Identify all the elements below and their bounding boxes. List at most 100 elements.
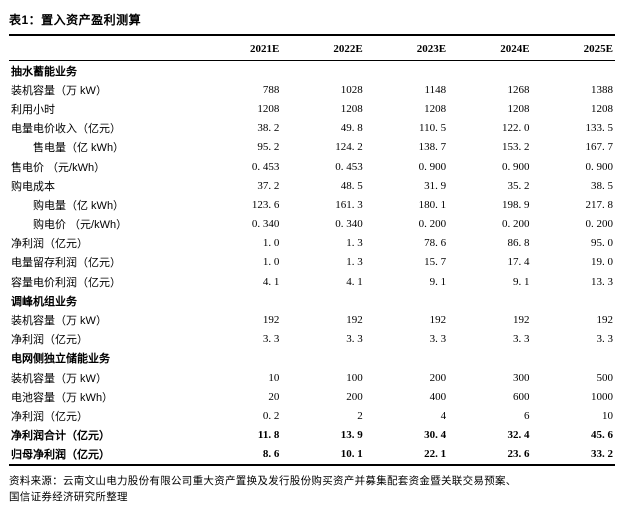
row-label: 归母净利润（亿元）: [11, 449, 110, 462]
value-cell: 13. 9: [340, 429, 363, 442]
value-cell: 4. 1: [262, 275, 280, 288]
value-cell: 35. 2: [507, 179, 530, 192]
value-cell: 192: [429, 314, 447, 327]
value-cell: 38. 5: [591, 179, 613, 192]
value-cell: 110. 5: [419, 122, 447, 135]
value-cell: 20: [268, 390, 280, 403]
table-row: 容量电价利润（亿元） 4. 1 4. 1 9. 1 9. 1 13. 3: [9, 272, 615, 291]
section-row: 抽水蓄能业务: [9, 61, 615, 81]
table-row: 利用小时 1208 1208 1208 1208 1208: [9, 99, 615, 118]
value-cell: 38. 2: [257, 122, 280, 135]
row-label: 容量电价利润（亿元）: [11, 276, 121, 289]
table-row: 售电价 （元/kWh） 0. 453 0. 453 0. 900 0. 900 0. 90…: [9, 157, 615, 176]
table-row: 购电价 （元/kWh） 0. 340 0. 340 0. 200 0. 200 0. 20…: [9, 215, 615, 234]
value-cell: 0. 340: [335, 218, 363, 231]
table-row: 电量电价收入（亿元） 38. 2 49. 8 110. 5 122. 0 133. 5: [9, 119, 615, 138]
row-label: 购电量（亿 kWh）: [33, 199, 125, 212]
value-cell: [532, 61, 615, 81]
table-row: 装机容量（万 kW） 788 1028 1148 1268 1388: [9, 80, 615, 99]
row-label: 净利润（亿元）: [11, 410, 88, 423]
value-cell: [448, 291, 531, 310]
value-cell: 10: [268, 371, 280, 384]
value-cell: 3. 3: [513, 333, 530, 346]
table-row: 装机容量（万 kW） 10 100 200 300 500: [9, 368, 615, 387]
table-row: 购电成本 37. 2 48. 5 31. 9 35. 2 38. 5: [9, 176, 615, 195]
value-cell: 33. 2: [591, 448, 613, 461]
value-cell: 1208: [340, 102, 363, 115]
value-cell: 30. 4: [424, 429, 447, 442]
source-note: 资料来源：云南文山电力股份有限公司重大资产置换及发行股份购买资产并募集配套资金暨…: [9, 466, 615, 505]
row-label: 电量留存利润（亿元）: [11, 257, 121, 270]
row-label: 净利润（亿元）: [11, 334, 88, 347]
table-title: 表1：置入资产盈利测算: [9, 13, 142, 27]
value-cell: 3. 3: [346, 333, 363, 346]
value-cell: 49. 8: [340, 122, 363, 135]
table-row: 售电量（亿 kWh） 95. 2 124. 2 138. 7 153. 2 167. 7: [9, 138, 615, 157]
value-cell: 1208: [507, 102, 530, 115]
value-cell: [365, 61, 448, 81]
value-cell: 1208: [424, 102, 447, 115]
row-label: 调峰机组业务: [11, 295, 77, 308]
value-cell: 138. 7: [418, 141, 447, 154]
value-cell: 22. 1: [424, 448, 447, 461]
value-cell: [448, 349, 531, 368]
value-cell: 500: [596, 371, 614, 384]
value-cell: 6: [524, 409, 530, 422]
value-cell: 200: [346, 390, 363, 403]
year-column-header: 2022E: [281, 35, 365, 61]
value-cell: 180. 1: [418, 198, 447, 211]
value-cell: 0. 200: [418, 218, 447, 231]
value-cell: 0. 200: [585, 218, 614, 231]
row-label: 装机容量（万 kW）: [11, 84, 107, 97]
row-label: 电量电价收入（亿元）: [11, 123, 121, 136]
row-label: 售电量（亿 kWh）: [33, 142, 125, 155]
value-cell: 0. 2: [262, 409, 280, 422]
value-cell: 124. 2: [335, 141, 363, 154]
value-cell: [532, 291, 615, 310]
value-cell: 0. 453: [335, 160, 363, 173]
value-cell: [532, 349, 615, 368]
row-label: 净利润合计（亿元）: [11, 430, 110, 443]
value-cell: [281, 61, 364, 81]
value-cell: 200: [429, 371, 447, 384]
value-cell: 122. 0: [502, 122, 530, 135]
source-line-1: 资料来源：云南文山电力股份有限公司重大资产置换及发行股份购买资产并募集配套资金暨…: [9, 474, 517, 487]
table-row: 电量留存利润（亿元） 1. 0 1. 3 15. 7 17. 4 19. 0: [9, 253, 615, 272]
year-column-header: 2023E: [364, 35, 449, 61]
value-cell: 1. 0: [262, 237, 280, 250]
header-empty-cell: [9, 35, 198, 61]
value-cell: [198, 61, 281, 81]
value-cell: 600: [513, 390, 530, 403]
value-cell: 192: [346, 314, 363, 327]
row-label: 抽水蓄能业务: [11, 65, 77, 78]
value-cell: 86. 8: [507, 237, 530, 250]
value-cell: 45. 6: [591, 429, 613, 442]
value-cell: 100: [346, 371, 363, 384]
value-cell: 31. 9: [424, 179, 447, 192]
row-label: 电池容量（万 kWh）: [11, 391, 114, 404]
value-cell: 19. 0: [591, 256, 613, 269]
value-cell: 167. 7: [585, 141, 614, 154]
value-cell: 1. 0: [262, 256, 280, 269]
row-label: 购电成本: [11, 180, 55, 193]
value-cell: 1148: [424, 83, 447, 96]
value-cell: 217. 8: [585, 198, 614, 211]
value-cell: 4: [440, 409, 447, 422]
value-cell: 4. 1: [346, 275, 363, 288]
value-cell: 23. 6: [507, 448, 530, 461]
table-row: 净利润（亿元） 3. 3 3. 3 3. 3 3. 3 3. 3: [9, 330, 615, 349]
value-cell: 300: [513, 371, 530, 384]
value-cell: 3. 3: [262, 333, 280, 346]
row-label: 购电价 （元/kWh）: [33, 219, 128, 232]
value-cell: 153. 2: [502, 141, 530, 154]
row-label: 利用小时: [11, 103, 55, 116]
value-cell: 1388: [591, 83, 613, 96]
table-row: 电池容量（万 kWh） 20 200 400 600 1000: [9, 387, 615, 406]
value-cell: 37. 2: [257, 179, 280, 192]
value-cell: [365, 349, 448, 368]
value-cell: 192: [262, 314, 280, 327]
row-label: 净利润（亿元）: [11, 238, 88, 251]
table-row: 装机容量（万 kW） 192 192 192 192 192: [9, 310, 615, 329]
value-cell: 0. 200: [502, 218, 530, 231]
row-label: 电网侧独立储能业务: [11, 353, 110, 366]
